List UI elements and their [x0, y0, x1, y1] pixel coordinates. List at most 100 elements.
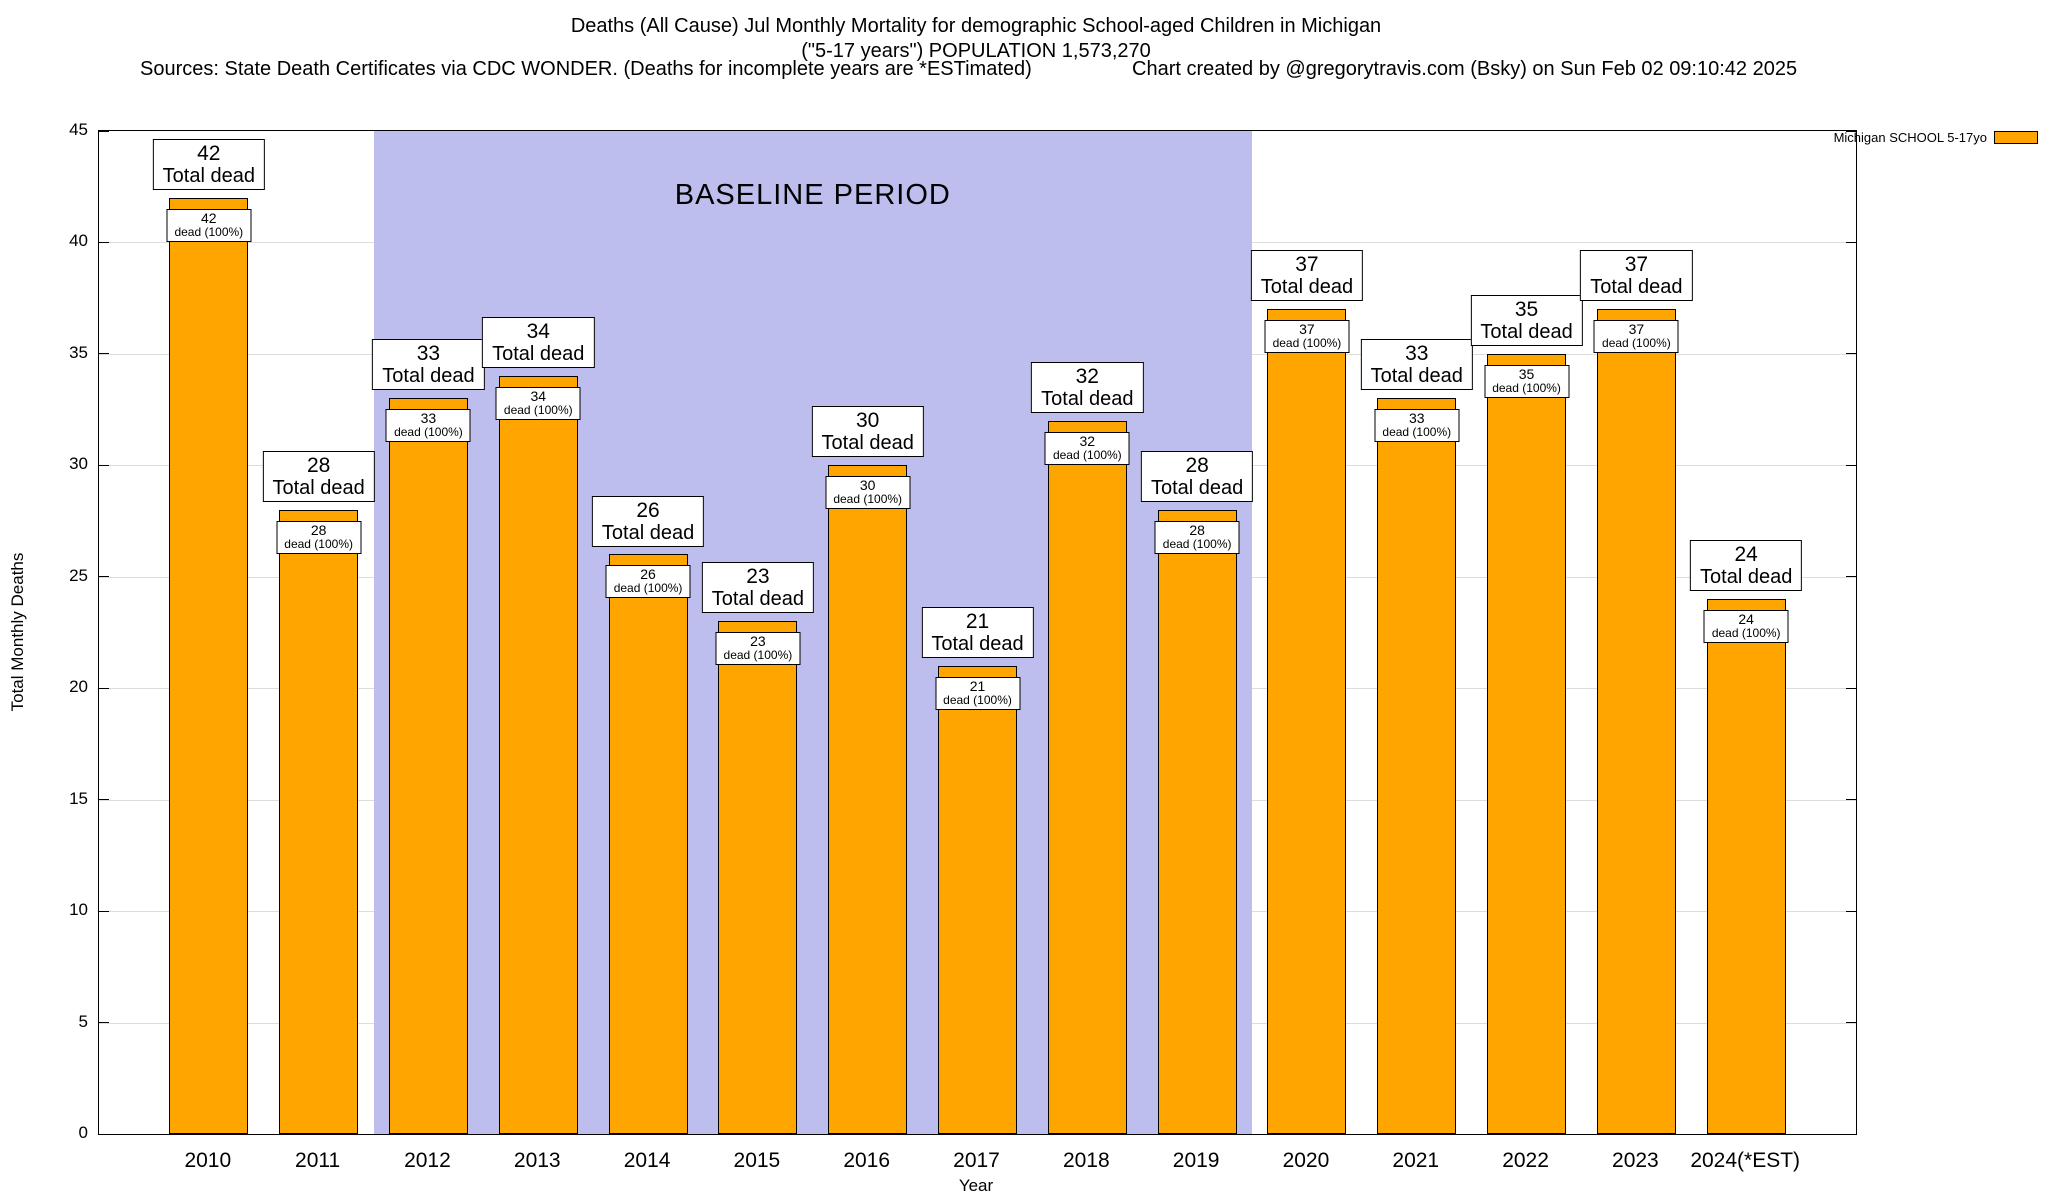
bar-inner-caption-2023: dead (100%) [1602, 336, 1671, 351]
x-tick-label-2013: 2013 [513, 1149, 561, 1172]
bar-total-caption-2021: Total dead [1370, 365, 1463, 388]
bar-inner-label-2012: 33 dead (100%) [385, 409, 471, 443]
x-axis-title: Year [958, 1176, 994, 1195]
bar-total-value-2018: 32 [1075, 364, 1099, 388]
chart-subtitle: ("5-17 years") POPULATION 1,573,270 [801, 40, 1151, 62]
bar-total-label-2021: 33 Total dead [1360, 339, 1473, 391]
bar-inner-value-2015: 23 [750, 633, 766, 650]
bar-total-value-2024(*EST): 24 [1734, 543, 1758, 567]
bar-total-caption-2015: Total dead [711, 588, 805, 611]
bar-total-label-2020: 37 Total dead [1250, 250, 1364, 302]
y-tick-left-40 [99, 241, 109, 243]
bar-inner-caption-2018: dead (100%) [1052, 447, 1122, 462]
y-tick-right-15 [1846, 799, 1856, 801]
bar-inner-value-2018: 32 [1079, 432, 1096, 449]
bar-inner-label-2022: 35 dead (100%) [1484, 364, 1570, 398]
x-tick-label-2023: 2023 [1612, 1149, 1659, 1172]
bar-inner-caption-2020: dead (100%) [1272, 336, 1342, 351]
bar-inner-caption-2022: dead (100%) [1492, 380, 1561, 395]
bar-inner-value-2016: 30 [859, 477, 876, 494]
bar-inner-label-2015: 23 dead (100%) [715, 632, 801, 666]
bar-total-caption-2010: Total dead [162, 164, 255, 187]
bar-inner-label-2010: 42 dead (100%) [166, 208, 252, 242]
bar-total-label-2017: 21 Total dead [921, 606, 1034, 658]
bar-total-value-2019: 28 [1185, 453, 1209, 477]
bar-inner-caption-2019: dead (100%) [1162, 536, 1232, 551]
bar-total-caption-2016: Total dead [821, 432, 914, 455]
y-tick-left-45 [99, 130, 109, 132]
chart-title-block: Deaths (All Cause) Jul Monthly Mortality… [0, 14, 1952, 64]
bar-total-caption-2018: Total dead [1041, 387, 1134, 410]
bar-inner-value-2022: 35 [1518, 365, 1535, 382]
legend: Michigan SCHOOL 5-17yo [1834, 130, 2038, 145]
bar-inner-label-2013: 34 dead (100%) [495, 387, 581, 421]
y-tick-right-0 [1846, 1133, 1856, 1135]
bar-inner-value-2012: 33 [420, 410, 437, 427]
bar-total-value-2022: 35 [1514, 297, 1539, 321]
y-tick-right-30 [1846, 464, 1856, 466]
bar-total-caption-2013: Total dead [492, 343, 585, 366]
bar-total-value-2015: 23 [746, 565, 770, 589]
bar-total-label-2015: 23 Total dead [701, 562, 815, 614]
y-tick-left-0 [99, 1133, 109, 1135]
bar-inner-caption-2014: dead (100%) [613, 581, 683, 596]
bar-2021 [1377, 398, 1457, 1134]
bar-total-caption-2011: Total dead [272, 476, 365, 499]
x-tick-label-2022: 2022 [1502, 1149, 1549, 1172]
bar-total-label-2019: 28 Total dead [1140, 450, 1254, 502]
y-tick-left-30 [99, 464, 109, 466]
y-tick-label-20: 20 [69, 677, 88, 697]
bar-inner-value-2019: 28 [1189, 521, 1205, 538]
sources-text: Sources: State Death Certificates via CD… [140, 58, 1032, 80]
bar-inner-value-2013: 34 [530, 388, 547, 405]
bar-total-value-2016: 30 [856, 409, 880, 433]
y-tick-right-20 [1846, 687, 1856, 689]
y-tick-left-5 [99, 1022, 109, 1024]
bar-2010 [169, 197, 249, 1134]
x-tick-label-2010: 2010 [184, 1149, 232, 1172]
y-tick-right-10 [1846, 910, 1856, 912]
bar-inner-label-2020: 37 dead (100%) [1264, 320, 1350, 354]
bar-2020 [1267, 309, 1347, 1134]
bar-2022 [1487, 353, 1567, 1134]
y-tick-label-35: 35 [69, 342, 88, 362]
y-tick-label-25: 25 [69, 565, 88, 585]
bar-inner-caption-2012: dead (100%) [394, 425, 463, 440]
baseline-period-label: BASELINE PERIOD [674, 179, 951, 211]
y-tick-label-10: 10 [69, 900, 88, 920]
bar-inner-caption-2013: dead (100%) [503, 403, 573, 418]
bar-total-label-2018: 32 Total dead [1031, 361, 1144, 413]
bar-total-caption-2024(*EST): Total dead [1700, 566, 1793, 589]
y-tick-right-45 [1846, 130, 1856, 132]
bar-total-label-2016: 30 Total dead [811, 406, 924, 458]
bar-inner-caption-2010: dead (100%) [174, 224, 244, 239]
bar-inner-label-2019: 28 dead (100%) [1154, 520, 1240, 554]
x-tick-label-2016: 2016 [843, 1149, 891, 1172]
x-tick-label-2012: 2012 [404, 1149, 451, 1172]
chart-title: Deaths (All Cause) Jul Monthly Mortality… [570, 15, 1382, 37]
bar-total-value-2017: 21 [965, 609, 990, 633]
bar-inner-label-2017: 21 dead (100%) [935, 676, 1020, 710]
bar-2012 [388, 398, 468, 1134]
x-tick-label-2015: 2015 [733, 1149, 781, 1172]
bar-inner-value-2011: 28 [310, 521, 327, 538]
bar-2015 [718, 621, 798, 1134]
y-tick-left-15 [99, 799, 109, 801]
bar-total-caption-2023: Total dead [1590, 276, 1683, 299]
bar-total-label-2013: 34 Total dead [482, 317, 595, 369]
y-tick-left-10 [99, 910, 109, 912]
bar-total-value-2021: 33 [1405, 342, 1429, 366]
y-tick-right-5 [1846, 1022, 1856, 1024]
y-tick-right-25 [1846, 576, 1856, 578]
bar-total-caption-2019: Total dead [1150, 476, 1244, 499]
bar-inner-value-2014: 26 [640, 566, 656, 583]
x-tick-label-2020: 2020 [1282, 1149, 1330, 1172]
y-tick-label-45: 45 [69, 120, 88, 139]
bar-2019 [1157, 509, 1237, 1134]
bar-total-value-2011: 28 [306, 453, 331, 477]
bar-total-label-2024(*EST): 24 Total dead [1690, 540, 1803, 592]
y-tick-label-40: 40 [69, 231, 88, 251]
bar-total-label-2011: 28 Total dead [262, 450, 375, 502]
credit-text: Chart created by @gregorytravis.com (Bsk… [1132, 58, 1798, 80]
bar-total-value-2013: 34 [526, 320, 550, 344]
